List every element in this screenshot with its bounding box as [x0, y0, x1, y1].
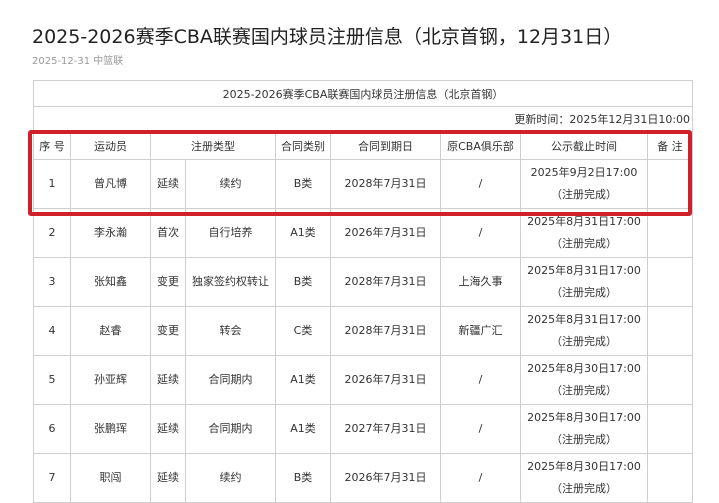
header-cell: 合同类别: [275, 131, 331, 160]
table-cell: /: [440, 453, 521, 503]
deadline-line: （注册完成）: [551, 188, 617, 201]
table-cell: 3: [33, 257, 71, 307]
table-row: 2 李永瀚 首次 自行培养 A1类 2026年7月31日/ 2025年8月31日17:00 （…: [33, 208, 694, 258]
table-row: 3 张知鑫 变更 独家签约权转让 B类 2028年7月31日 上海久事 2025年8月31日1…: [33, 257, 694, 307]
header-cell: 原CBA俱乐部: [440, 131, 521, 160]
table-cell: 2026年7月31日: [330, 355, 441, 405]
table-cell: 新疆广汇: [440, 306, 521, 356]
table-cell: A1类: [275, 355, 331, 405]
table-cell: 2028年7月31日: [330, 306, 441, 356]
table-cell: 2025年8月30日17:00 （注册完成）: [520, 355, 648, 405]
table-cell: [646, 404, 694, 454]
deadline-line: 2025年8月31日17:00: [527, 264, 641, 277]
table-cell: 首次: [150, 208, 186, 258]
table-cell: B类: [275, 257, 331, 307]
table-cell: [646, 208, 694, 258]
table-cell: 2025年8月31日17:00 （注册完成）: [520, 257, 648, 307]
header-cell: 公示截止时间: [520, 131, 648, 160]
table-cell: 2026年7月31日: [330, 208, 441, 258]
table-cell: 续约: [185, 159, 276, 209]
table-cell: 张鹏珲: [70, 404, 151, 454]
table-row: 5 孙亚辉 延续 合同期内 A1类 2026年7月31日/ 2025年8月30日17:00 （…: [33, 355, 694, 405]
table-cell: B类: [275, 159, 331, 209]
deadline-line: （注册完成）: [551, 433, 617, 446]
table-row: 1 曾凡博 延续 续约 B类 2028年7月31日/ 2025年9月2日17:00 （注册完成…: [33, 159, 694, 209]
table-cell: 延续: [150, 453, 186, 503]
deadline-line: （注册完成）: [551, 384, 617, 397]
deadline-line: （注册完成）: [551, 286, 617, 299]
table-cell: 2025年8月30日17:00 （注册完成）: [520, 404, 648, 454]
table-cell: 2026年7月31日: [330, 453, 441, 503]
table-cell: 延续: [150, 355, 186, 405]
table-cell: A1类: [275, 208, 331, 258]
table-cell: 孙亚辉: [70, 355, 151, 405]
table-cell: 上海久事: [440, 257, 521, 307]
table-cell: 变更: [150, 257, 186, 307]
table-cell: 5: [33, 355, 71, 405]
table-cell: 1: [33, 159, 71, 209]
table-cell: [646, 257, 694, 307]
table-cell: [646, 159, 694, 209]
table-cell: 赵睿: [70, 306, 151, 356]
registration-table: 2025-2026赛季CBA联赛国内球员注册信息（北京首钢） 更新时间：2025…: [32, 80, 694, 503]
deadline-line: （注册完成）: [551, 482, 617, 495]
table-cell: 自行培养: [185, 208, 276, 258]
table-cell: 2027年7月31日: [330, 404, 441, 454]
table-cell: 李永瀚: [70, 208, 151, 258]
table-cell: /: [440, 208, 521, 258]
table-cell: B类: [275, 453, 331, 503]
table-cell: 曾凡博: [70, 159, 151, 209]
table-cell: /: [440, 404, 521, 454]
table-row: 7 职闯 延续 续约 B类 2026年7月31日/ 2025年8月30日17:00 （注册完成…: [33, 453, 694, 503]
deadline-line: 2025年9月2日17:00: [530, 166, 638, 179]
table-cell: 张知鑫: [70, 257, 151, 307]
table-cell: /: [440, 355, 521, 405]
table-cell: 2025年8月31日17:00 （注册完成）: [520, 208, 648, 258]
update-time: 更新时间：2025年12月31日10:00: [32, 106, 694, 132]
table-cell: 延续: [150, 404, 186, 454]
table-cell: 职闯: [70, 453, 151, 503]
table-cell: C类: [275, 306, 331, 356]
header-cell: 运动员: [70, 131, 151, 160]
table-row: 4 赵睿 变更 转会 C类 2028年7月31日 新疆广汇 2025年8月31日17:00 （注…: [33, 306, 694, 356]
table-caption: 2025-2026赛季CBA联赛国内球员注册信息（北京首钢）: [32, 80, 694, 107]
deadline-line: 2025年8月31日17:00: [527, 313, 641, 326]
article-meta: 2025-12-31 中篮联: [32, 56, 124, 67]
table-cell: 合同期内: [185, 355, 276, 405]
table-cell: 7: [33, 453, 71, 503]
table-cell: A1类: [275, 404, 331, 454]
deadline-line: 2025年8月30日17:00: [527, 411, 641, 424]
header-cell: 序 号: [33, 131, 71, 160]
header-row: 序 号 运动员 注册类型 合同类别 合同到期日 原CBA俱乐部 公示截止时间 备…: [33, 131, 694, 160]
table-cell: 续约: [185, 453, 276, 503]
header-cell: 注册类型: [150, 131, 276, 160]
table-cell: 2: [33, 208, 71, 258]
table-cell: 独家签约权转让: [185, 257, 276, 307]
table-cell: 2025年8月30日17:00 （注册完成）: [520, 453, 648, 503]
table-cell: 转会: [185, 306, 276, 356]
table-cell: [646, 355, 694, 405]
table-cell: 2025年9月2日17:00 （注册完成）: [520, 159, 648, 209]
table-cell: 变更: [150, 306, 186, 356]
deadline-line: （注册完成）: [551, 237, 617, 250]
table-row: 6 张鹏珲 延续 合同期内 A1类 2027年7月31日/ 2025年8月30日17:00 （…: [33, 404, 694, 454]
deadline-line: 2025年8月31日17:00: [527, 215, 641, 228]
table-cell: 2025年8月31日17:00 （注册完成）: [520, 306, 648, 356]
table-cell: 6: [33, 404, 71, 454]
table-cell: 延续: [150, 159, 186, 209]
deadline-line: （注册完成）: [551, 335, 617, 348]
table-cell: 2028年7月31日: [330, 159, 441, 209]
header-cell: 备 注: [646, 131, 694, 160]
deadline-line: 2025年8月30日17:00: [527, 460, 641, 473]
table-cell: [646, 453, 694, 503]
table-cell: 4: [33, 306, 71, 356]
article-title: 2025-2026赛季CBA联赛国内球员注册信息（北京首钢，12月31日）: [32, 26, 623, 48]
table-cell: /: [440, 159, 521, 209]
deadline-line: 2025年8月30日17:00: [527, 362, 641, 375]
table-cell: 2028年7月31日: [330, 257, 441, 307]
table-cell: [646, 306, 694, 356]
header-cell: 合同到期日: [330, 131, 441, 160]
table-cell: 合同期内: [185, 404, 276, 454]
